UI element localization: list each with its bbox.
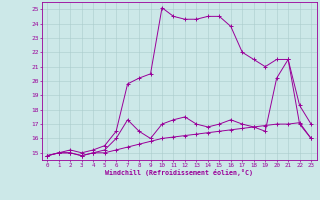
X-axis label: Windchill (Refroidissement éolien,°C): Windchill (Refroidissement éolien,°C) <box>105 169 253 176</box>
